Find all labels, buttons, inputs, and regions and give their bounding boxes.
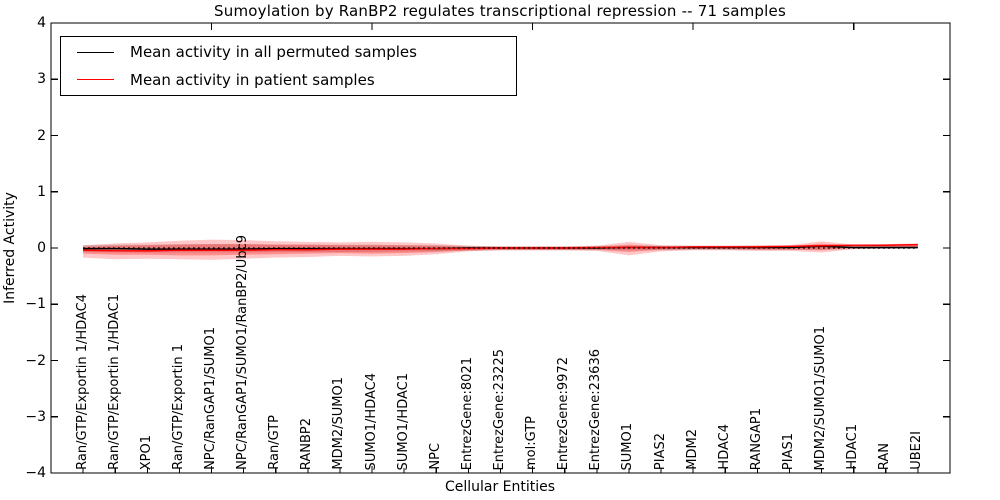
x-tick-label: NPC bbox=[427, 443, 443, 470]
x-tick-label: EntrezGene:23225 bbox=[492, 348, 507, 470]
x-tick-label: SUMO1/HDAC1 bbox=[395, 372, 411, 470]
y-tick-label: 2 bbox=[37, 127, 46, 144]
y-tick-label: 1 bbox=[37, 183, 46, 200]
legend-item-patient: Mean activity in patient samples bbox=[77, 68, 516, 92]
x-tick-label: MDM2 bbox=[684, 429, 700, 470]
y-tick-label: −1 bbox=[25, 296, 46, 313]
legend-label: Mean activity in all permuted samples bbox=[130, 43, 417, 62]
x-tick-label: mol:GTP bbox=[524, 416, 540, 470]
x-tick-label: MDM2/SUMO1 bbox=[331, 377, 347, 470]
legend-label: Mean activity in patient samples bbox=[130, 70, 375, 89]
y-tick-label: 0 bbox=[37, 240, 46, 256]
x-tick-label: PIAS2 bbox=[652, 432, 668, 470]
x-tick-label: EntrezGene:8021 bbox=[459, 356, 475, 470]
y-tick-label: −4 bbox=[25, 465, 46, 481]
x-tick-label: PIAS1 bbox=[780, 432, 796, 470]
band-patient-spread-inner bbox=[83, 243, 918, 256]
band-patient-spread-outer bbox=[83, 239, 918, 260]
x-tick-label: SUMO1 bbox=[620, 422, 636, 471]
x-tick-label: EntrezGene:23636 bbox=[588, 348, 604, 470]
x-tick-label: RANBP2 bbox=[299, 417, 315, 470]
x-tick-label: HDAC1 bbox=[845, 424, 861, 470]
x-tick-label: EntrezGene:9972 bbox=[556, 356, 572, 470]
y-tick-label: 3 bbox=[37, 71, 46, 88]
x-axis-label: Cellular Entities bbox=[444, 479, 556, 495]
x-tick-label: SUMO1/HDAC4 bbox=[363, 372, 379, 470]
x-tick-label: Ran/GTP/Exportin 1/HDAC4 bbox=[74, 294, 90, 470]
x-tick-label: Ran/GTP/Exportin 1/HDAC1 bbox=[106, 294, 122, 470]
x-tick-label: NPC/RanGAP1/SUMO1 bbox=[203, 327, 219, 470]
legend-line-black bbox=[77, 51, 114, 53]
x-tick-label: RAN bbox=[877, 442, 893, 470]
x-tick-label: UBE2I bbox=[909, 431, 925, 470]
y-tick-label: −3 bbox=[25, 408, 46, 425]
legend-item-permuted: Mean activity in all permuted samples bbox=[77, 40, 516, 64]
line-patient-mean bbox=[83, 243, 918, 252]
x-tick-label: XPO1 bbox=[138, 434, 154, 470]
x-tick-label: HDAC4 bbox=[716, 424, 732, 470]
x-tick-label: Ran/GTP bbox=[267, 415, 283, 470]
legend: Mean activity in all permuted samples Me… bbox=[60, 36, 517, 96]
x-tick-label: Ran/GTP/Exportin 1 bbox=[170, 344, 186, 470]
y-tick-label: −2 bbox=[25, 352, 46, 369]
legend-line-red bbox=[77, 79, 114, 81]
x-tick-label: MDM2/SUMO1/SUMO1 bbox=[813, 325, 829, 470]
x-tick-label: NPC/RanGAP1/SUMO1/RanBP2/Ubc9 bbox=[235, 235, 251, 470]
y-tick-label: 4 bbox=[37, 15, 46, 31]
chart-title: Sumoylation by RanBP2 regulates transcri… bbox=[214, 2, 786, 20]
x-tick-label: RANGAP1 bbox=[748, 407, 764, 470]
